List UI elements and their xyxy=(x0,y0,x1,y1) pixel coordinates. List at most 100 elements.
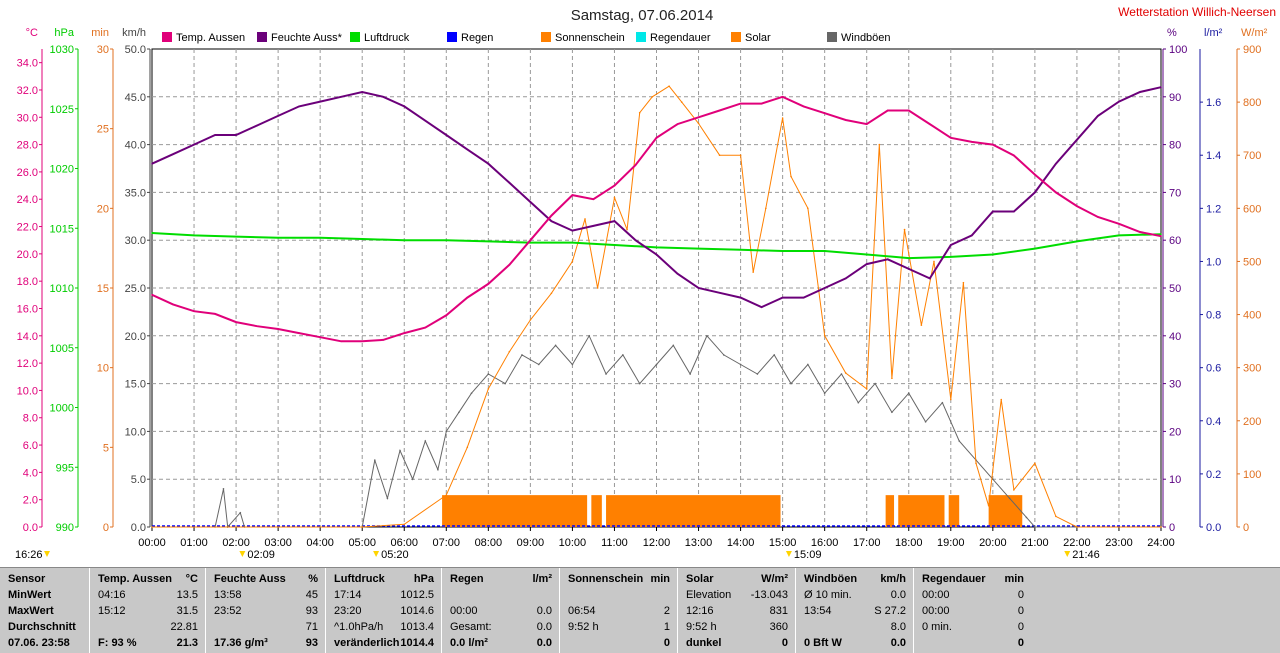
data-point xyxy=(765,207,767,210)
data-point xyxy=(802,296,805,299)
data-point xyxy=(151,232,153,234)
data-point xyxy=(214,134,216,136)
summary-cell-label: Feuchte Auss xyxy=(214,573,286,585)
data-point xyxy=(1160,233,1162,236)
data-point xyxy=(386,497,389,500)
summary-cell-value: S 27.2 xyxy=(874,605,906,617)
summary-cell-value: 0 xyxy=(781,637,788,649)
hpa-tick-label: 1015 xyxy=(50,223,74,235)
summary-column: Windböen km/h Ø 10 min. 0.0 13:54 S 27.2 8.0 0 … xyxy=(796,568,914,653)
data-point xyxy=(823,392,826,394)
data-point xyxy=(752,271,754,273)
data-point xyxy=(844,372,847,374)
summary-row: Feuchte Auss% xyxy=(206,572,326,588)
data-point xyxy=(655,136,658,139)
time-tick-label: 12:00 xyxy=(643,537,671,549)
pct-tick-label: 30 xyxy=(1169,379,1181,391)
data-point xyxy=(1076,240,1078,243)
summary-row: Regendauer min xyxy=(914,572,1032,588)
time-tick-label: 18:00 xyxy=(895,537,923,549)
wm2-tick-label: 500 xyxy=(1243,256,1261,268)
summary-cell-value: l/m² xyxy=(532,573,552,585)
time-tick-label: 22:00 xyxy=(1063,537,1091,549)
data-point xyxy=(613,184,616,187)
time-tick-label: 01:00 xyxy=(180,537,208,549)
summary-cell-label: Durchschnitt xyxy=(8,621,76,633)
summary-column: Temp. Aussen °C 04:16 13.5 15:12 31.5 22.81 F: … xyxy=(90,568,206,653)
hpa-tick-label: 1030 xyxy=(50,44,74,56)
data-point xyxy=(672,344,675,347)
sunshine-bar xyxy=(988,495,1023,527)
time-marker-label: 16:26 xyxy=(15,549,43,561)
data-point xyxy=(529,201,532,203)
data-point xyxy=(613,244,616,246)
summary-cell-value: 1013.4 xyxy=(400,621,434,633)
summary-cell-value: km/h xyxy=(880,573,906,585)
summary-row: Elevation -13.043 xyxy=(678,588,796,604)
data-point xyxy=(823,112,826,114)
data-point xyxy=(697,122,700,125)
data-point xyxy=(437,468,439,471)
summary-cell-label: 9:52 h xyxy=(568,621,599,633)
data-point xyxy=(340,340,342,343)
temp-tick-label: 32.0 xyxy=(17,85,38,97)
kmh-axis-unit: km/h xyxy=(122,27,146,39)
data-point xyxy=(756,373,759,375)
summary-row: MaxWert xyxy=(0,604,90,620)
data-point xyxy=(949,136,952,139)
data-point xyxy=(487,373,490,375)
data-point xyxy=(592,225,595,227)
summary-cell-label: 00:00 xyxy=(922,605,950,617)
data-point xyxy=(424,119,427,122)
time-tick-label: 00:00 xyxy=(138,537,166,549)
data-point xyxy=(1034,173,1036,176)
data-point xyxy=(907,257,910,259)
summary-column: Sensor MinWert MaxWert Durchschnitt 07.06. 2… xyxy=(0,568,90,653)
data-point xyxy=(529,239,532,241)
data-point xyxy=(886,258,889,261)
summary-separator xyxy=(559,568,560,653)
kmh-tick-label: 10.0 xyxy=(125,426,146,438)
legend-swatch xyxy=(257,32,267,42)
data-point xyxy=(739,296,742,299)
data-point xyxy=(571,194,574,196)
summary-separator xyxy=(205,568,206,653)
temp-tick-label: 6.0 xyxy=(23,440,38,452)
data-point xyxy=(537,363,540,366)
summary-row: 17:14 1012.5 xyxy=(326,588,442,604)
data-point xyxy=(596,287,599,289)
summary-cell-label: 9:52 h xyxy=(686,621,717,633)
summary-cell-label: veränderlich xyxy=(334,637,400,649)
data-point xyxy=(235,134,237,136)
summary-cell-value: 45 xyxy=(305,589,318,601)
data-point xyxy=(193,143,195,146)
data-point xyxy=(992,210,994,213)
data-point xyxy=(907,109,910,112)
min-tick-label: 25 xyxy=(97,124,109,136)
summary-row: 00:00 0 xyxy=(914,588,1032,604)
temp-axis-unit: °C xyxy=(26,27,38,39)
hpa-tick-label: 1010 xyxy=(50,283,74,295)
time-tick-label: 11:00 xyxy=(601,537,628,549)
lm2-tick-label: 0.4 xyxy=(1206,416,1221,428)
data-point xyxy=(1025,516,1028,519)
data-point xyxy=(706,335,708,337)
data-point xyxy=(907,268,910,270)
summary-cell-value: 0.0 xyxy=(536,605,552,617)
summary-cell-value: 93 xyxy=(305,637,318,649)
data-point xyxy=(424,326,427,329)
summary-cell-label: 12:16 xyxy=(686,605,714,617)
data-point xyxy=(239,511,242,514)
data-point xyxy=(760,306,763,308)
data-point xyxy=(445,430,448,433)
data-point xyxy=(374,459,376,461)
data-point xyxy=(891,377,893,380)
wm2-tick-label: 700 xyxy=(1243,150,1261,162)
data-point xyxy=(971,141,973,143)
summary-cell-value: 0.0 xyxy=(536,637,552,649)
summary-cell-label: 00:00 xyxy=(450,605,478,617)
data-point xyxy=(949,244,952,246)
time-tick-label: 07:00 xyxy=(433,537,461,549)
min-tick-label: 30 xyxy=(97,44,109,56)
kmh-tick-label: 5.0 xyxy=(131,474,146,486)
